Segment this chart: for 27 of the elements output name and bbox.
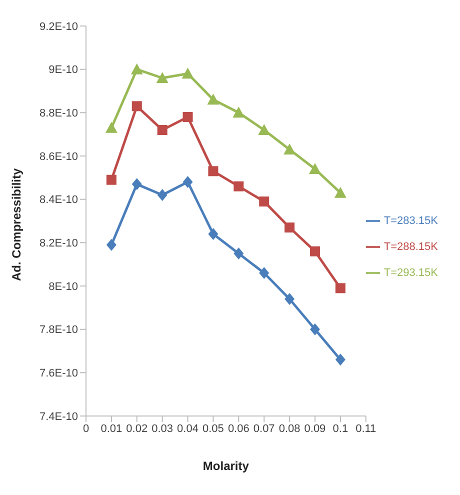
x-tick-label: 0	[82, 422, 90, 435]
y-tick-label: 9.2E-10	[39, 20, 78, 33]
x-tick-label: 0.06	[228, 422, 250, 435]
x-tick-label: 0.09	[304, 422, 326, 435]
x-tick-label: 0.07	[253, 422, 275, 435]
legend-label: T=288.15K	[384, 241, 438, 253]
y-tick-label: 8.8E-10	[39, 108, 78, 120]
x-tick-label: 0.08	[278, 422, 300, 435]
x-tick-label: 0.05	[202, 422, 224, 435]
y-tick-label: 7.6E-10	[39, 368, 78, 380]
legend-label: T=293.15K	[384, 267, 438, 279]
x-tick-label: 0.04	[177, 422, 198, 435]
x-tick-label: 0.1	[332, 422, 348, 435]
x-tick-label: 0.01	[100, 422, 122, 435]
y-tick-label: 8E-10	[48, 280, 78, 293]
x-axis-title: Molarity	[202, 459, 250, 473]
y-tick-label: 7.8E-10	[39, 324, 78, 336]
y-tick-label: 8.2E-10	[39, 238, 78, 250]
x-tick-label: 0.02	[126, 422, 148, 435]
y-tick-label: 9E-10	[48, 64, 78, 76]
legend-label: T=283.15K	[384, 215, 438, 227]
x-tick-label: 0.03	[152, 422, 174, 435]
y-tick-label: 7.4E-10	[39, 410, 78, 423]
y-tick-label: 8.4E-10	[39, 194, 78, 206]
y-tick-label: 8.6E-10	[39, 150, 78, 163]
y-axis-title: Ad. Compressibility	[9, 168, 24, 281]
x-tick-label: 0.11	[356, 422, 376, 435]
